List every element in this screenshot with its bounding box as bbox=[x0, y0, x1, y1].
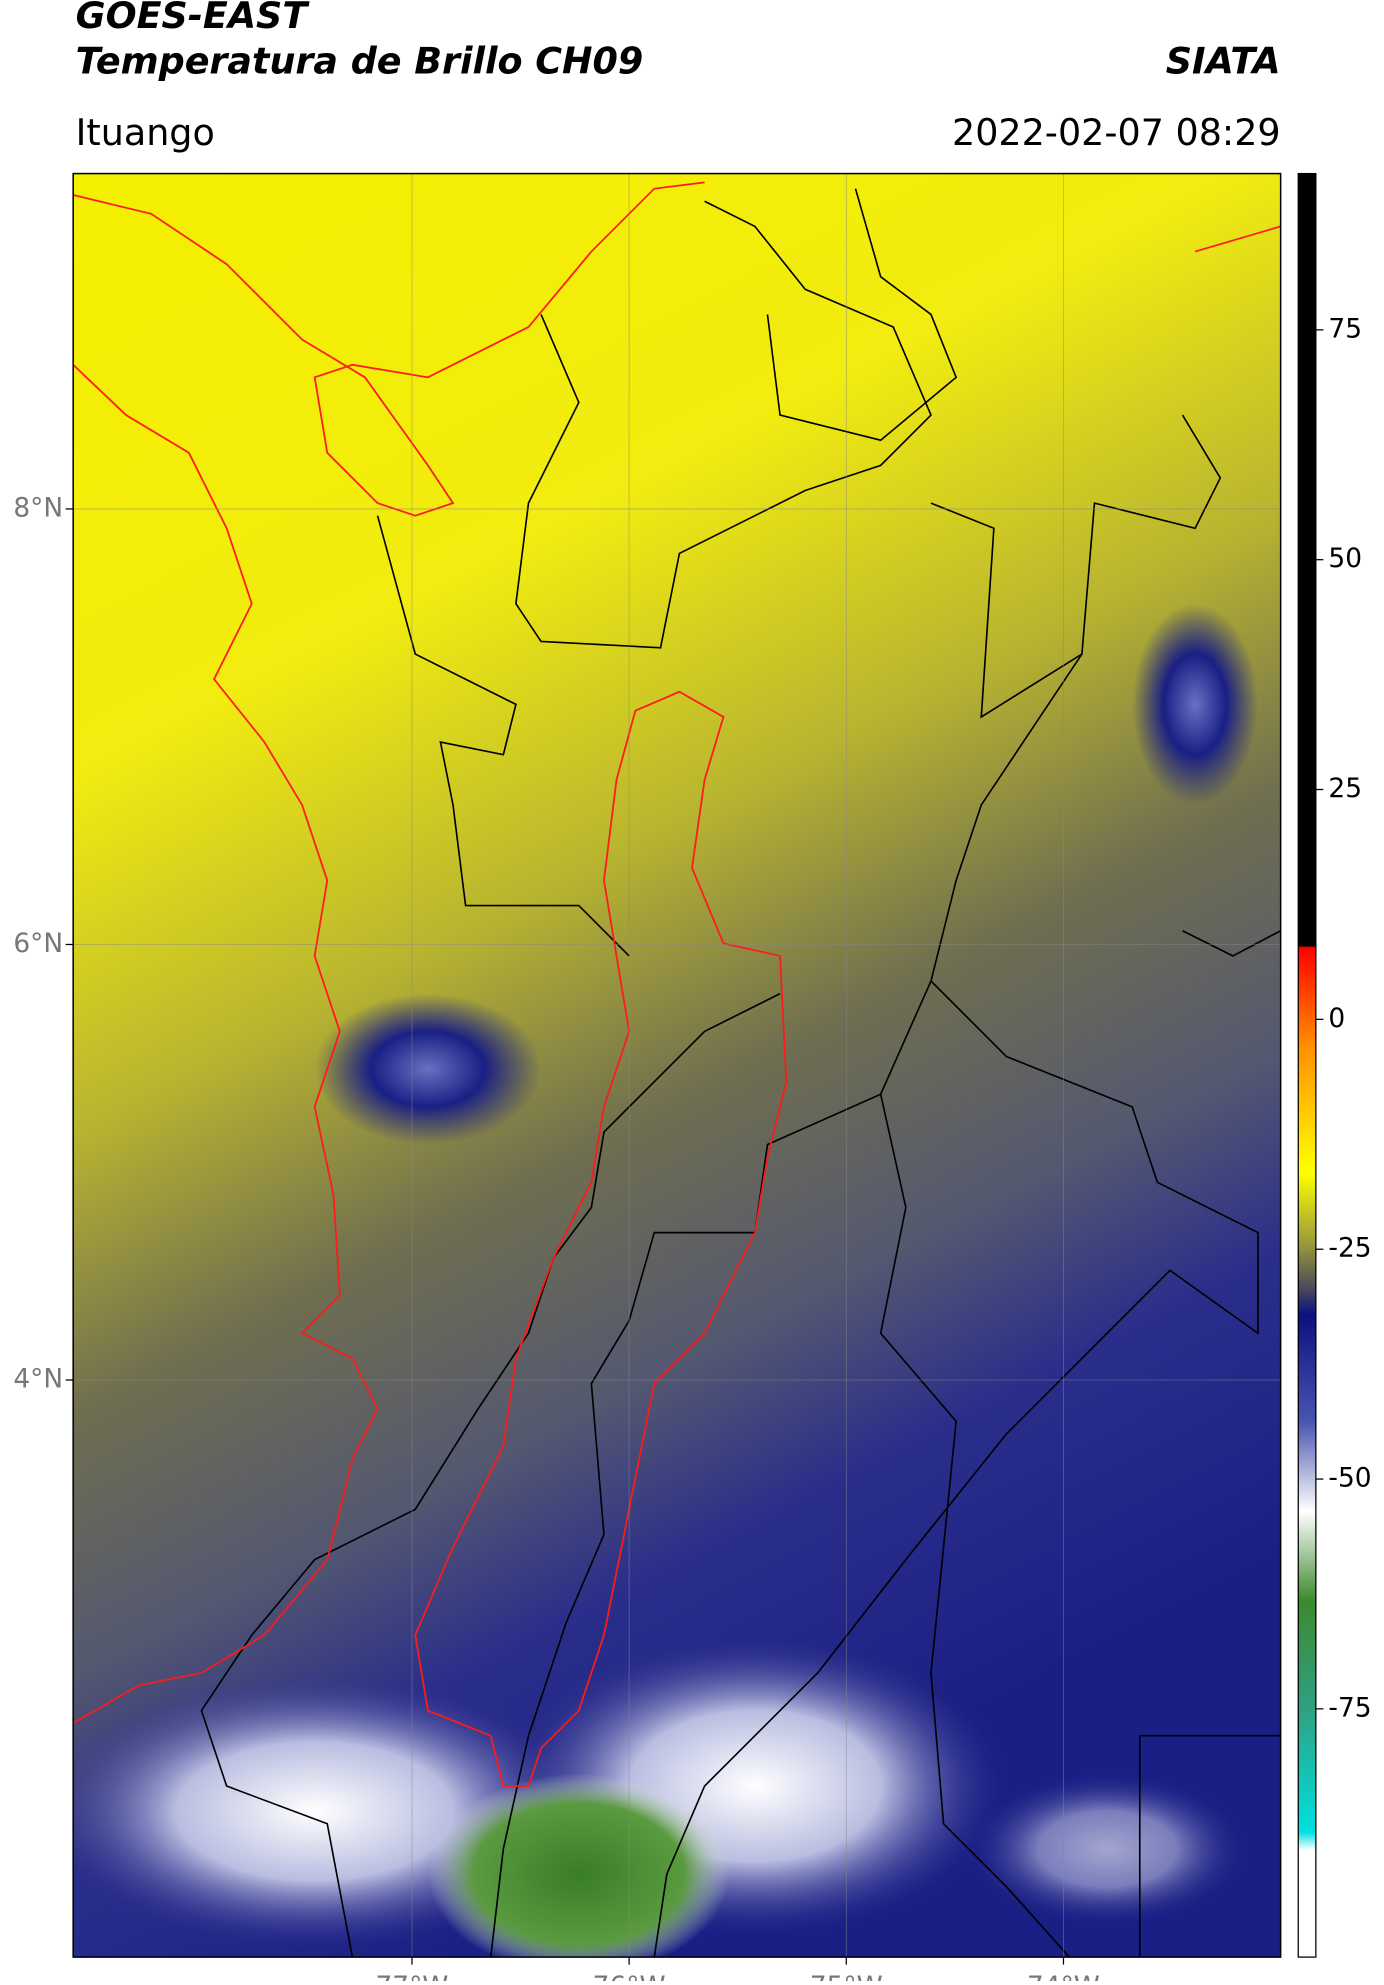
colorbar-tick-label: -25 bbox=[1328, 1233, 1371, 1264]
colorbar bbox=[1297, 172, 1317, 1958]
source: SIATA bbox=[1166, 39, 1281, 82]
title: GOES-EAST bbox=[76, 0, 311, 37]
location: Ituango bbox=[76, 111, 215, 154]
lon-tick-label: 77°W bbox=[375, 1971, 448, 1981]
colorbar-tick-label: -50 bbox=[1328, 1463, 1371, 1494]
lat-tick-label: 4°N bbox=[13, 1364, 63, 1395]
colorbar-tick-label: 50 bbox=[1328, 543, 1362, 574]
lon-tick-label: 76°W bbox=[593, 1971, 666, 1981]
graticule bbox=[73, 173, 1281, 1958]
lon-tick-label: 75°W bbox=[810, 1971, 883, 1981]
lat-tick-label: 6°N bbox=[13, 928, 63, 959]
lat-tick-label: 8°N bbox=[13, 492, 63, 523]
colorbar-tick-label: 0 bbox=[1328, 1003, 1345, 1034]
map-field bbox=[73, 173, 1281, 1958]
map-frame bbox=[72, 172, 1282, 1958]
colorbar-tick-label: 75 bbox=[1328, 313, 1362, 344]
colorbar-tick-label: -75 bbox=[1328, 1692, 1371, 1723]
colorbar-tick-label: 25 bbox=[1328, 773, 1362, 804]
subtitle: Temperatura de Brillo CH09 bbox=[76, 39, 644, 82]
lon-tick-label: 74°W bbox=[1027, 1971, 1100, 1981]
datetime: 2022-02-07 08:29 bbox=[952, 111, 1281, 154]
